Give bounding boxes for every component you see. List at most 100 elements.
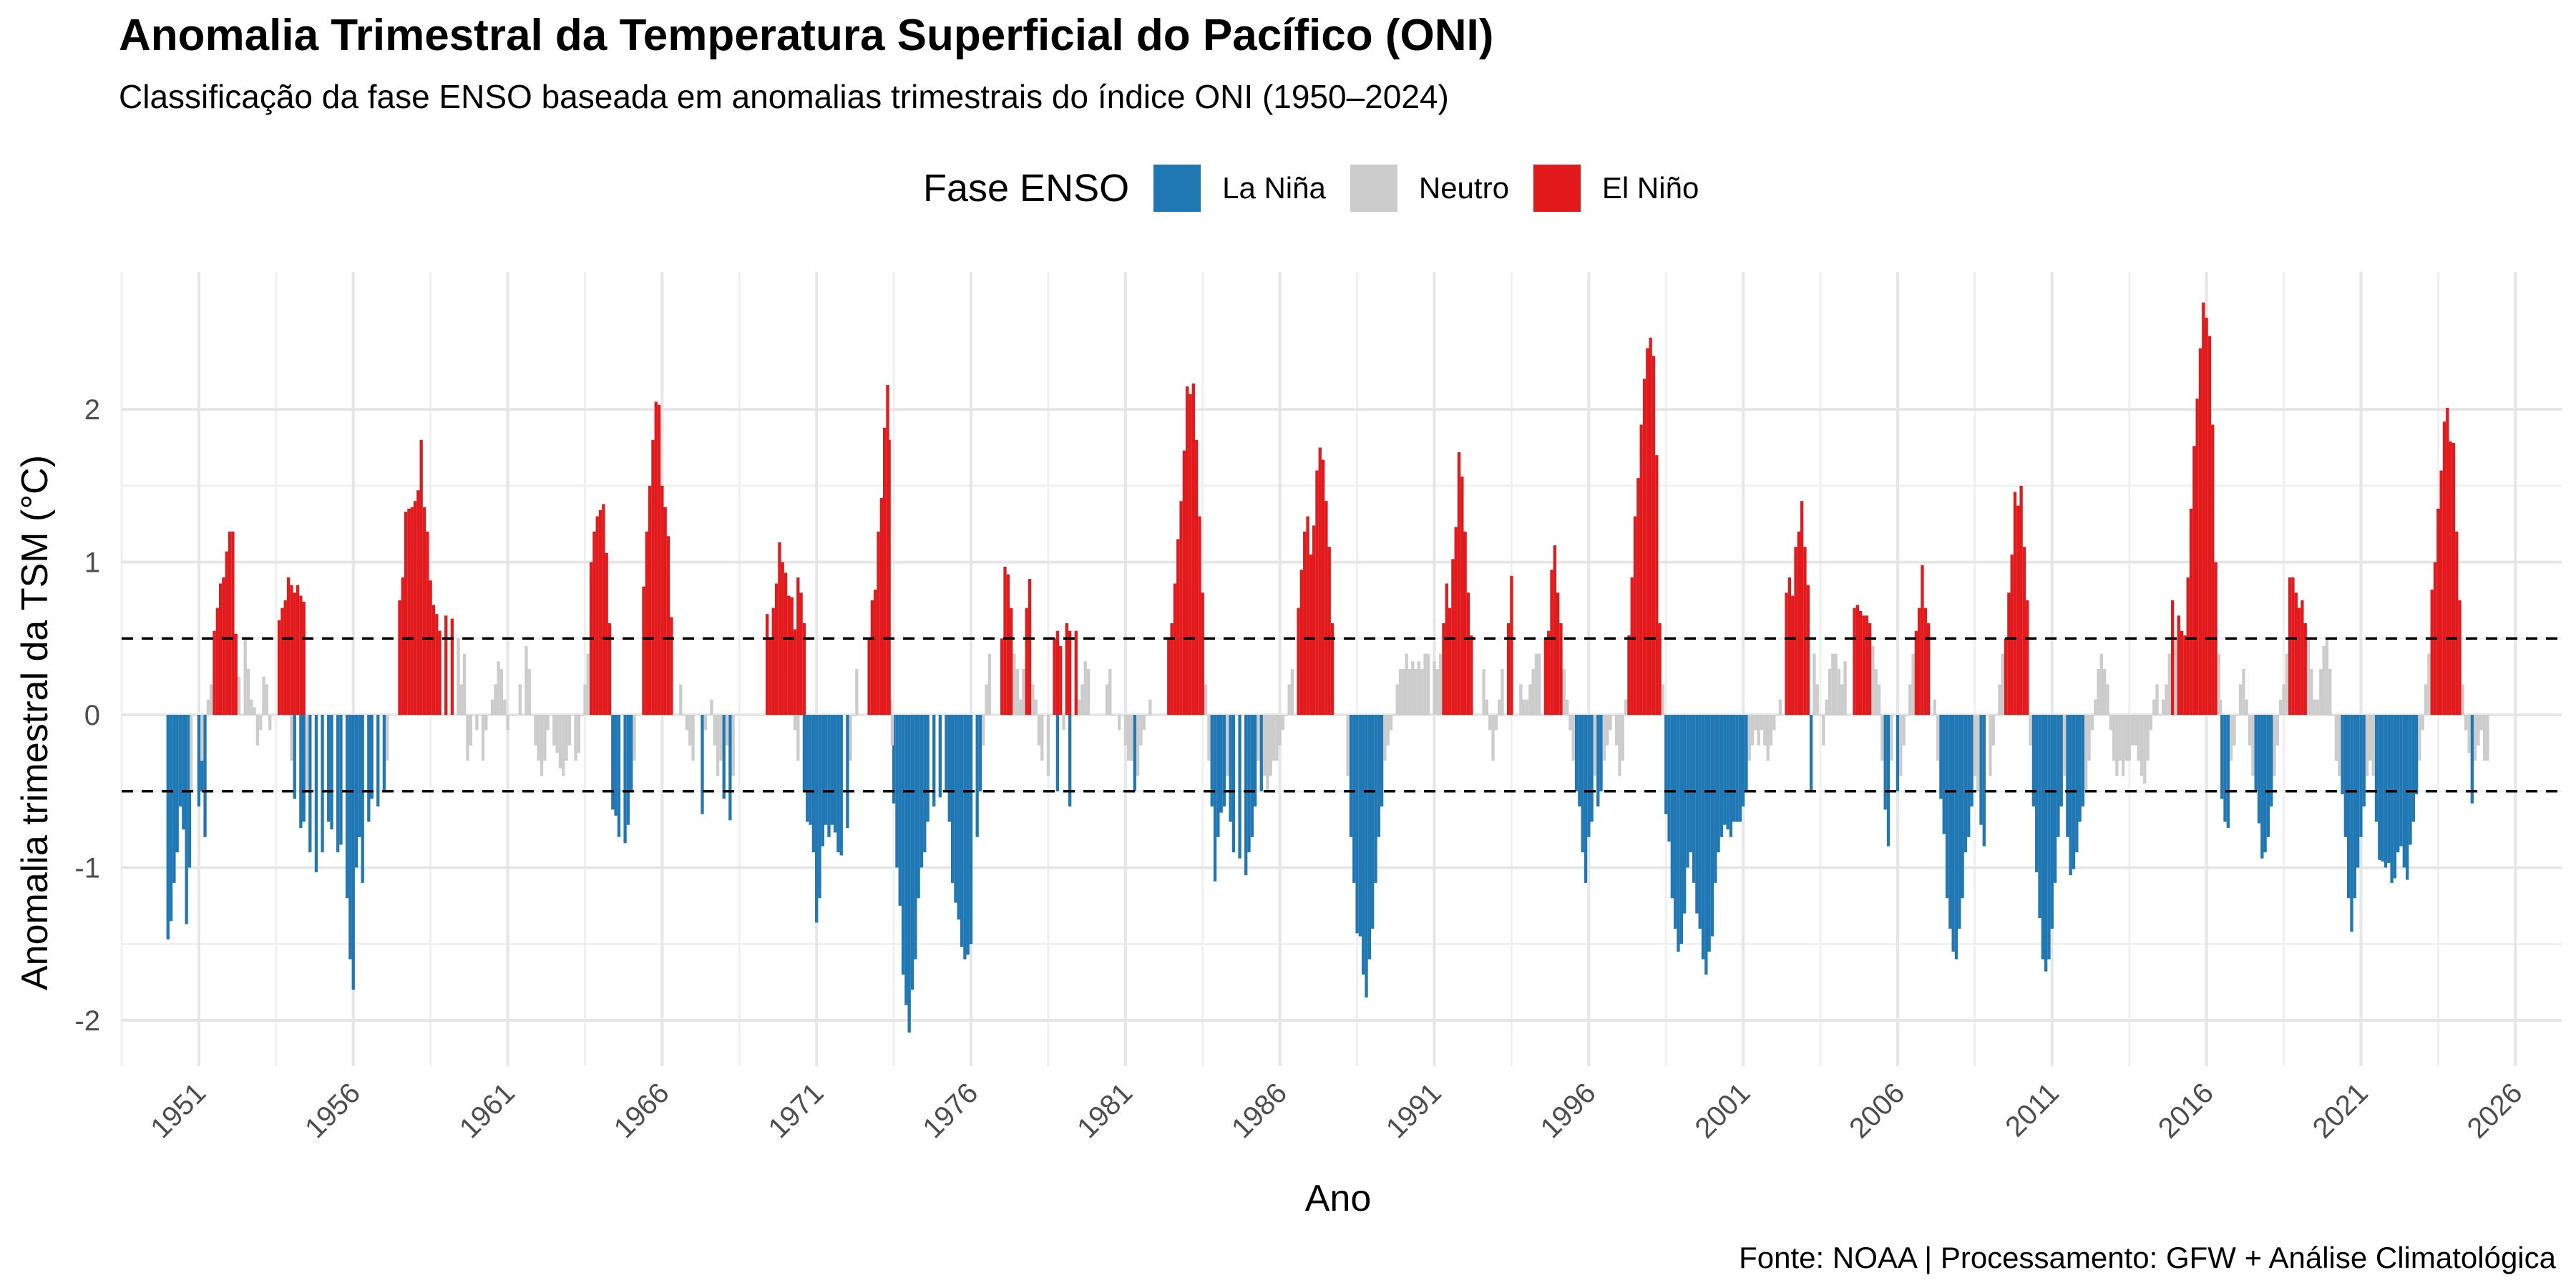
bar-neutro — [1976, 715, 1980, 791]
bar-el-ni-o — [1176, 539, 1180, 716]
bar-neutro — [987, 653, 992, 716]
bar-neutro — [1386, 715, 1390, 746]
bar-la-ni-a — [1374, 715, 1377, 883]
bar-la-ni-a — [1961, 715, 1964, 899]
bar-neutro — [2127, 715, 2131, 761]
bar-neutro — [1911, 653, 1915, 716]
bar-neutro — [1624, 699, 1628, 716]
bar-el-ni-o — [234, 633, 238, 716]
bar-neutro — [1485, 699, 1489, 716]
bar-neutro — [691, 715, 695, 761]
bar-neutro — [1269, 715, 1272, 776]
bar-neutro — [2137, 715, 2140, 761]
bar-el-ni-o — [666, 536, 670, 716]
bar-neutro — [1747, 715, 1751, 761]
bar-el-ni-o — [608, 623, 612, 716]
chart-caption: Fonte: NOAA | Processamento: GFW + Análi… — [1739, 1241, 2556, 1274]
bar-la-ni-a — [821, 715, 824, 847]
bar-la-ni-a — [330, 715, 333, 830]
bar-la-ni-a — [1717, 715, 1720, 853]
bar-neutro — [1534, 653, 1538, 716]
bar-el-ni-o — [1303, 531, 1307, 716]
x-tick-label: 2006 — [1843, 1077, 1911, 1144]
bar-el-ni-o — [218, 583, 223, 716]
bar-la-ni-a — [898, 715, 902, 906]
bar-el-ni-o — [1859, 610, 1863, 716]
bar-la-ni-a — [2396, 715, 2400, 853]
bar-el-ni-o — [1652, 356, 1656, 716]
bar-la-ni-a — [2393, 715, 2397, 879]
bar-la-ni-a — [957, 715, 960, 920]
bar-neutro — [1991, 715, 1995, 746]
bar-la-ni-a — [302, 715, 306, 822]
bar-el-ni-o — [1785, 592, 1788, 716]
bar-neutro — [1346, 715, 1350, 776]
bar-neutro — [2134, 715, 2137, 746]
bar-neutro — [466, 715, 469, 761]
bar-la-ni-a — [932, 715, 936, 807]
bar-la-ni-a — [1714, 715, 1717, 883]
bar-la-ni-a — [178, 715, 182, 807]
bar-neutro — [1611, 715, 1616, 716]
bar-la-ni-a — [361, 715, 364, 883]
bar-la-ni-a — [1222, 715, 1226, 807]
bar-neutro — [2486, 715, 2489, 761]
bar-la-ni-a — [1352, 715, 1356, 883]
x-tick-label: 1961 — [454, 1077, 521, 1144]
bar-el-ni-o — [1330, 623, 1335, 716]
bar-neutro — [494, 684, 497, 716]
bar-el-ni-o — [1000, 638, 1004, 716]
bar-neutro — [1433, 661, 1436, 716]
bar-el-ni-o — [870, 600, 874, 716]
bar-el-ni-o — [2455, 531, 2459, 716]
legend-title: Fase ENSO — [923, 167, 1130, 210]
bar-neutro — [290, 715, 293, 761]
bar-neutro — [855, 669, 859, 716]
bar-la-ni-a — [1726, 715, 1729, 830]
bar-neutro — [2368, 715, 2372, 761]
bar-la-ni-a — [1244, 715, 1248, 876]
bar-el-ni-o — [1186, 386, 1189, 716]
bar-la-ni-a — [978, 715, 982, 791]
bar-la-ni-a — [2226, 715, 2230, 828]
bar-el-ni-o — [1460, 477, 1464, 716]
bar-neutro — [2062, 715, 2067, 776]
bar-neutro — [1426, 653, 1430, 716]
bar-neutro — [731, 715, 735, 776]
bar-la-ni-a — [1377, 715, 1380, 837]
bar-la-ni-a — [1896, 715, 1900, 791]
bar-la-ni-a — [1951, 715, 1955, 952]
bar-la-ni-a — [1587, 715, 1591, 837]
bar-la-ni-a — [722, 715, 726, 799]
bar-neutro — [1139, 715, 1143, 746]
bar-neutro — [1127, 715, 1131, 761]
bar-el-ni-o — [401, 577, 404, 716]
bar-neutro — [1562, 669, 1566, 716]
bar-neutro — [2273, 715, 2276, 776]
bar-neutro — [1130, 715, 1133, 761]
bar-neutro — [1908, 684, 1912, 716]
bar-el-ni-o — [231, 531, 235, 716]
bar-la-ni-a — [1954, 715, 1958, 960]
bar-la-ni-a — [2050, 715, 2054, 929]
bar-el-ni-o — [293, 592, 296, 716]
bar-la-ni-a — [2069, 715, 2072, 876]
bar-el-ni-o — [796, 577, 800, 716]
bar-el-ni-o — [1923, 608, 1927, 716]
bar-neutro — [1815, 684, 1819, 716]
bar-la-ni-a — [345, 715, 349, 899]
bar-neutro — [793, 715, 797, 731]
bar-neutro — [1828, 669, 1832, 716]
bar-la-ni-a — [1979, 715, 1983, 825]
bar-el-ni-o — [645, 531, 648, 716]
bar-neutro — [552, 715, 556, 746]
bar-la-ni-a — [2075, 715, 2079, 853]
bar-neutro — [1438, 653, 1443, 716]
bar-la-ni-a — [1247, 715, 1251, 853]
bar-neutro — [1105, 684, 1109, 716]
bar-el-ni-o — [648, 485, 652, 716]
bar-neutro — [2218, 699, 2223, 716]
x-tick-label: 2001 — [1689, 1077, 1756, 1144]
bar-neutro — [2418, 715, 2421, 761]
